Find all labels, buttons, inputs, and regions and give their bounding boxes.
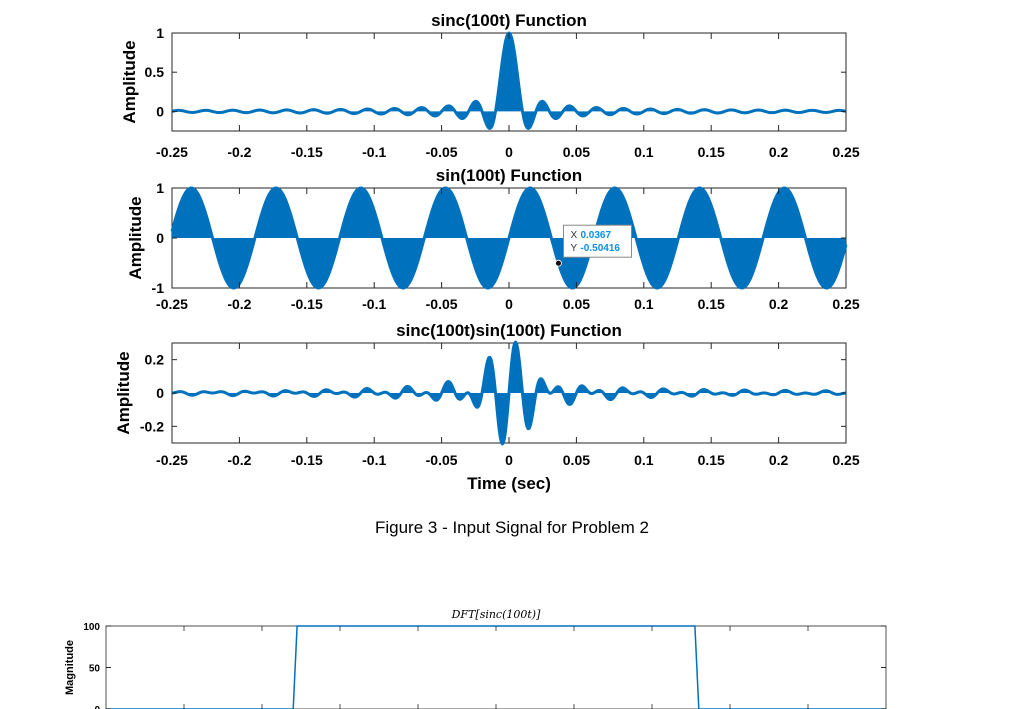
x-tick-label: 0.05 xyxy=(563,452,590,468)
y-tick-label: -0.2 xyxy=(140,418,164,434)
subplot-title: DFT[sinc(100t)] xyxy=(451,608,541,621)
x-tick-label: -0.2 xyxy=(227,452,251,468)
series-fill xyxy=(172,33,846,129)
series-line xyxy=(106,625,886,709)
x-tick-label: 0.05 xyxy=(563,144,590,160)
x-tick-label: 0.2 xyxy=(769,296,789,312)
x-tick-label: -0.2 xyxy=(227,296,251,312)
y-tick-label: -1 xyxy=(152,280,165,296)
x-tick-label: 0.15 xyxy=(698,144,725,160)
x-axis-label: Time (sec) xyxy=(467,474,551,493)
x-tick-label: -0.15 xyxy=(291,452,323,468)
x-tick-label: 0 xyxy=(505,452,513,468)
x-tick-label: -0.25 xyxy=(156,144,188,160)
y-axis-label: Amplitude xyxy=(114,351,133,434)
x-tick-label: 0 xyxy=(505,296,513,312)
x-tick-label: 0.25 xyxy=(832,296,859,312)
subplot-1: 0 0.5 1 -0.25 -0.2 -0.15 -0.1 -0.05 0 0.05 0.1 0.15… xyxy=(120,11,860,160)
subplot-title: sin(100t) Function xyxy=(436,166,582,185)
subplot-2: -1 0 1 -0.25 -0.2 -0.15 -0.1 -0.05 0 0.05 0.1 0.15 0… xyxy=(126,166,860,312)
y-axis-label: Amplitude xyxy=(126,196,145,279)
x-tick-label: 0.15 xyxy=(698,452,725,468)
datatip-y-label: Y xyxy=(570,243,577,254)
x-tick-label: -0.15 xyxy=(291,144,323,160)
y-tick-label: 0 xyxy=(156,230,164,246)
x-tick-label: -0.05 xyxy=(426,144,458,160)
datatip-x-value: 0.0367 xyxy=(580,230,611,241)
y-tick-label: 100 xyxy=(83,622,100,633)
series-line xyxy=(170,186,848,290)
x-tick-label: -0.15 xyxy=(291,296,323,312)
subplot-3: -0.2 0 0.2 -0.25 -0.2 -0.15 -0.1 -0.05 0 0.05 0.1 0… xyxy=(114,321,860,493)
figure-caption: Figure 3 - Input Signal for Problem 2 xyxy=(374,518,650,537)
datatip-x-label: X xyxy=(570,230,577,241)
datatip-marker xyxy=(555,259,562,267)
x-tick-label: -0.05 xyxy=(426,452,458,468)
x-tick-label: 0.1 xyxy=(634,452,654,468)
x-tick-label: 0.15 xyxy=(698,296,725,312)
x-tick-label: 0.1 xyxy=(634,296,654,312)
y-axis-label: Amplitude xyxy=(120,40,139,123)
y-tick-label: 1 xyxy=(156,180,164,196)
y-tick-label: 0 xyxy=(156,103,164,119)
axes-box xyxy=(105,625,887,709)
y-tick-label: 0.5 xyxy=(145,64,165,80)
x-tick-label: 0 xyxy=(505,144,513,160)
y-tick-label: 0 xyxy=(94,705,100,709)
x-tick-label: -0.05 xyxy=(426,296,458,312)
subplot-title: sinc(100t)sin(100t) Function xyxy=(396,321,622,340)
x-tick-label: -0.2 xyxy=(227,144,251,160)
series-line xyxy=(171,340,847,446)
subplot-4: 0 50 100 DFT[sinc(100t)] Magnitude xyxy=(64,608,887,709)
x-tick-label: -0.25 xyxy=(156,452,188,468)
y-axis-label: Magnitude xyxy=(64,640,76,695)
datatip-box xyxy=(562,224,632,258)
y-tick-label: 50 xyxy=(89,664,101,675)
y-tick-label: 1 xyxy=(156,25,164,41)
x-tick-label: 0.2 xyxy=(769,452,789,468)
x-tick-label: 0.25 xyxy=(832,452,859,468)
x-tick-label: 0.25 xyxy=(832,144,859,160)
y-tick-label: 0.2 xyxy=(145,352,165,368)
y-tick-label: 0 xyxy=(156,385,164,401)
subplot-title: sinc(100t) Function xyxy=(431,11,587,30)
x-tick-label: -0.1 xyxy=(362,144,386,160)
x-tick-label: 0.2 xyxy=(769,144,789,160)
x-tick-label: -0.25 xyxy=(156,296,188,312)
x-tick-label: -0.1 xyxy=(362,452,386,468)
x-tick-label: 0.05 xyxy=(563,296,590,312)
x-tick-label: 0.1 xyxy=(634,144,654,160)
datatip-y-value: -0.50416 xyxy=(580,243,620,254)
x-tick-label: -0.1 xyxy=(362,296,386,312)
